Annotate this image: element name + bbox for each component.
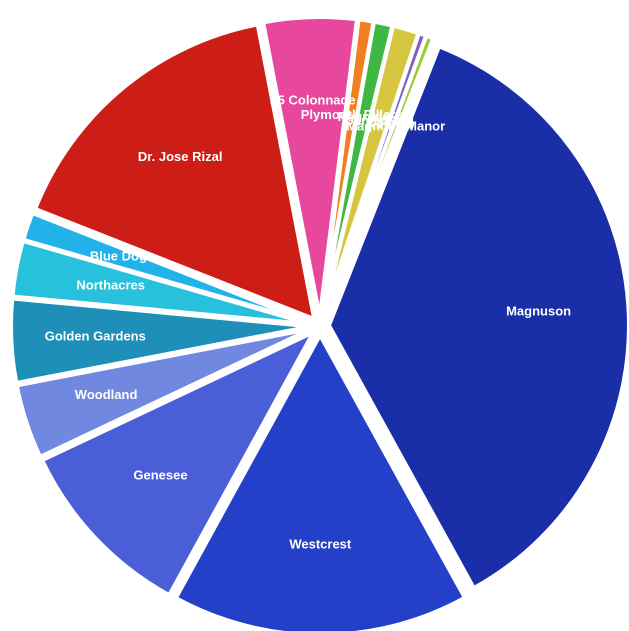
pie-slice-woodland <box>14 326 314 459</box>
slice-label-magnuson: Magnuson <box>506 303 571 318</box>
pie-slice-magnolia-manor <box>321 33 436 320</box>
pie-slice-dr-jose-rizal <box>33 22 317 322</box>
slice-label-denny-slu: Denny/SLU <box>345 113 414 128</box>
pie-slice-westcrest <box>173 333 467 631</box>
pie-slice-blue-dog <box>21 210 314 326</box>
slice-label-magnolia-manor: Magnolia Manor <box>346 118 445 133</box>
pie-slices <box>9 15 629 631</box>
slice-label-northacres: Northacres <box>76 278 145 293</box>
slice-label-i-5-colonnade: I-5 Colonnade <box>270 93 356 108</box>
slice-label-plymouth-pillars: Plymouth Pillars <box>301 107 403 122</box>
slice-label-dr-jose-rizal: Dr. Jose Rizal <box>138 149 223 164</box>
slice-label-woodland: Woodland <box>75 387 138 402</box>
pie-slice-golden-gardens <box>9 296 314 386</box>
slice-label-golden-gardens: Golden Gardens <box>45 328 146 343</box>
slice-label-blue-dog: Blue Dog <box>90 249 147 264</box>
pie-slice-magnuson <box>326 44 629 591</box>
slice-label-westcrest: Westcrest <box>289 536 352 551</box>
slice-label-kinnear: Kinnear <box>366 117 414 132</box>
slice-label-genesee: Genesee <box>133 468 187 483</box>
pie-slice-genesee <box>40 330 316 598</box>
pie-labels: Magnuson Westcrest Genesee Woodland Golden G… <box>45 93 571 552</box>
slice-label-regrade: Regrade <box>338 109 390 124</box>
